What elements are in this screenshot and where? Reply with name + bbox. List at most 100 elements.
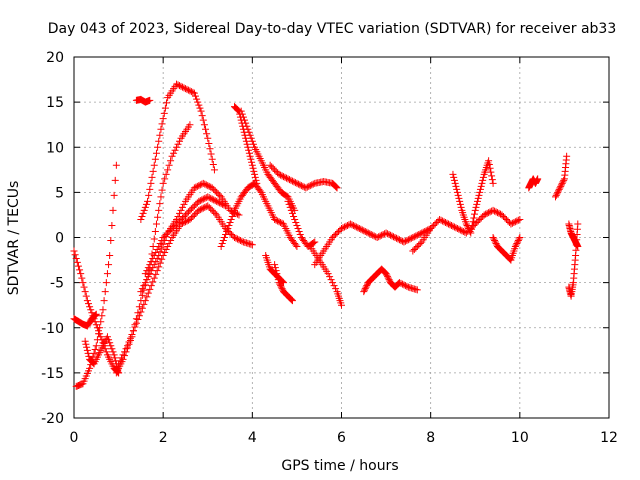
data-point-marker — [180, 84, 188, 92]
data-point-marker — [174, 212, 182, 220]
data-point-marker — [324, 270, 332, 278]
data-point-marker — [288, 297, 296, 305]
data-point-marker — [401, 282, 409, 290]
series-arc-r — [306, 243, 345, 309]
data-point-marker — [159, 234, 167, 241]
data-point-marker — [233, 210, 241, 218]
data-point-marker — [122, 345, 130, 353]
data-point-marker — [352, 223, 360, 231]
data-point-marker — [553, 190, 561, 198]
data-point-marker — [141, 279, 149, 287]
data-point-marker — [413, 231, 421, 239]
data-point-marker — [183, 209, 191, 217]
data-point-marker — [102, 279, 110, 287]
data-point-marker — [152, 149, 160, 157]
data-point-marker — [92, 310, 100, 318]
data-point-marker — [491, 238, 499, 246]
data-point-marker — [413, 243, 421, 251]
data-point-marker — [419, 228, 427, 236]
data-point-marker — [479, 176, 487, 184]
data-point-marker — [361, 285, 369, 293]
data-point-marker — [252, 176, 260, 184]
data-point-marker — [489, 179, 497, 187]
data-point-marker — [415, 241, 423, 249]
data-point-marker — [177, 82, 185, 90]
data-point-marker — [249, 140, 257, 148]
series-arc-h — [115, 202, 256, 368]
data-point-marker — [149, 255, 157, 263]
data-point-marker — [342, 222, 350, 230]
data-point-marker — [491, 207, 499, 215]
data-point-marker — [455, 225, 463, 233]
data-point-marker — [360, 288, 368, 296]
data-point-marker — [103, 333, 111, 341]
data-point-marker — [485, 161, 493, 169]
y-tick-label: 10 — [46, 140, 64, 156]
data-point-marker — [161, 249, 169, 257]
data-point-marker — [154, 143, 162, 151]
data-point-marker — [143, 276, 151, 284]
data-point-marker — [193, 182, 201, 190]
series-arc-f — [132, 95, 154, 106]
data-point-marker — [90, 349, 98, 357]
data-point-marker — [233, 106, 241, 114]
x-axis-label: GPS time / hours — [281, 458, 398, 474]
data-point-marker — [285, 176, 293, 184]
data-point-marker — [488, 172, 496, 180]
data-point-marker — [330, 282, 338, 290]
data-point-marker — [121, 348, 129, 356]
data-point-marker — [285, 200, 293, 208]
data-point-marker — [558, 179, 566, 187]
data-point-marker — [383, 271, 391, 279]
data-point-marker — [409, 234, 417, 241]
data-point-marker — [207, 150, 215, 158]
data-point-marker — [373, 234, 381, 241]
data-point-marker — [384, 230, 392, 238]
data-point-marker — [249, 164, 257, 172]
data-point-marker — [384, 273, 392, 281]
data-point-marker — [205, 203, 213, 211]
data-point-marker — [159, 115, 167, 123]
data-point-marker — [168, 152, 176, 160]
data-point-marker — [516, 234, 524, 241]
data-point-marker — [499, 212, 507, 220]
data-point-marker — [144, 197, 152, 205]
data-point-marker — [154, 213, 162, 221]
data-point-marker — [271, 215, 279, 223]
data-point-marker — [563, 152, 571, 160]
data-point-marker — [472, 203, 480, 211]
data-point-marker — [138, 304, 146, 312]
data-point-marker — [384, 274, 392, 282]
data-point-marker — [385, 230, 393, 238]
data-point-marker — [574, 243, 582, 251]
data-point-marker — [210, 185, 218, 193]
data-point-marker — [153, 246, 161, 254]
data-point-marker — [219, 237, 227, 245]
data-point-marker — [177, 215, 185, 223]
data-point-marker — [137, 215, 145, 223]
data-point-marker — [332, 183, 340, 191]
data-point-marker — [363, 228, 371, 236]
data-point-marker — [430, 221, 438, 229]
data-point-marker — [290, 178, 298, 186]
data-point-marker — [401, 237, 409, 245]
data-point-marker — [243, 140, 251, 148]
y-axis-label: SDTVAR / TECUs — [6, 181, 22, 296]
data-point-marker — [451, 179, 459, 187]
data-point-marker — [557, 181, 565, 189]
data-point-marker — [256, 187, 264, 195]
data-point-marker — [210, 208, 218, 216]
x-tick-label: 0 — [70, 430, 79, 446]
data-point-marker — [333, 229, 341, 237]
data-point-marker — [207, 194, 215, 202]
data-point-marker — [226, 229, 234, 237]
data-point-marker — [164, 229, 172, 237]
data-point-marker — [238, 110, 246, 118]
data-point-marker — [309, 180, 317, 188]
data-point-marker — [277, 283, 285, 291]
series-arc-aa — [565, 220, 582, 251]
data-point-marker — [473, 197, 481, 205]
data-point-marker — [333, 184, 341, 192]
data-point-marker — [245, 146, 253, 154]
